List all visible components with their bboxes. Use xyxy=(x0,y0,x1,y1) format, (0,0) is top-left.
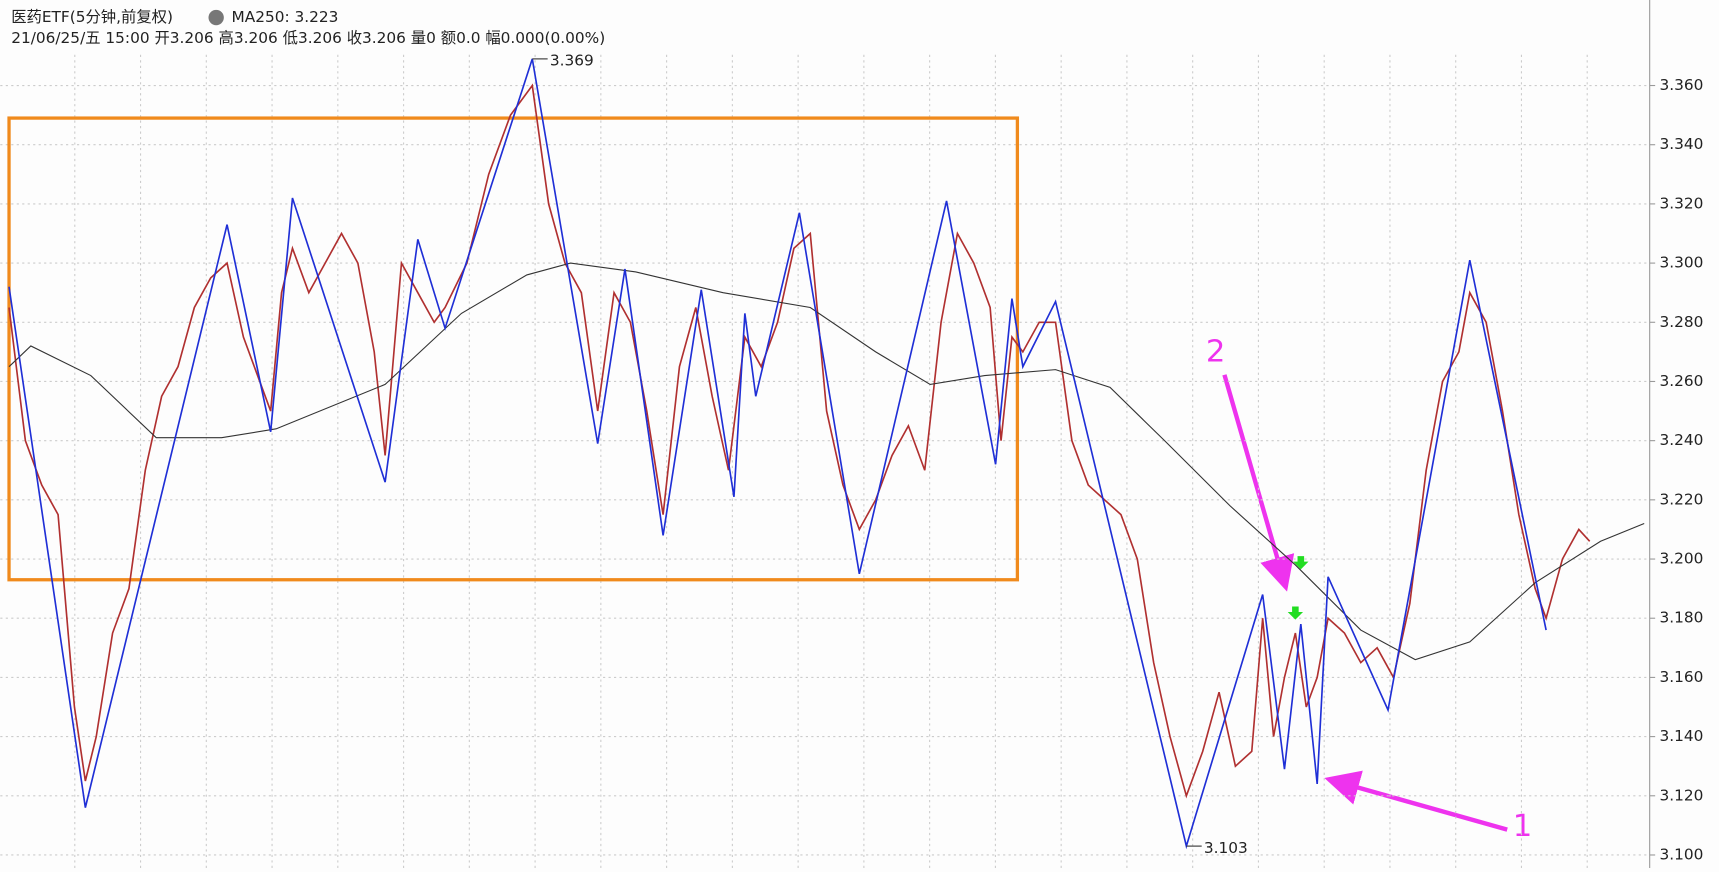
y-tick-label: 3.300 xyxy=(1660,254,1704,272)
series-line xyxy=(8,58,1547,850)
y-tick-label: 3.260 xyxy=(1660,372,1704,390)
indicator-text: MA250: 3.223 xyxy=(232,8,339,26)
signal-arrow xyxy=(1293,556,1309,570)
y-tick-label: 3.320 xyxy=(1660,194,1704,212)
y-tick-label: 3.100 xyxy=(1660,845,1704,863)
y-tick-label: 3.120 xyxy=(1660,786,1704,804)
bar-info: 21/06/25/五 15:00 开3.206 高3.206 低3.206 收3… xyxy=(11,29,605,47)
y-tick-label: 3.280 xyxy=(1660,313,1704,331)
y-tick-label: 3.180 xyxy=(1660,609,1704,627)
note-arrow xyxy=(1324,770,1508,832)
chart-title: 医药ETF(5分钟,前复权) xyxy=(11,8,173,26)
signal-arrow xyxy=(1287,606,1304,620)
y-tick-label: 3.360 xyxy=(1660,76,1704,94)
note-arrow xyxy=(1222,374,1295,592)
series-line xyxy=(8,262,1645,661)
y-tick-label: 3.340 xyxy=(1660,135,1704,153)
extreme-label: 3.103 xyxy=(1204,839,1248,857)
extreme-label: 3.369 xyxy=(550,52,594,70)
series-line xyxy=(8,83,1591,799)
note-label: 1 xyxy=(1513,809,1533,844)
indicator-icon xyxy=(208,9,224,26)
y-tick-label: 3.200 xyxy=(1660,550,1704,568)
y-tick-label: 3.220 xyxy=(1660,490,1704,508)
y-tick-label: 3.240 xyxy=(1660,431,1704,449)
y-tick-label: 3.160 xyxy=(1660,668,1704,686)
note-label: 2 xyxy=(1206,334,1226,369)
y-tick-label: 3.140 xyxy=(1660,727,1704,745)
